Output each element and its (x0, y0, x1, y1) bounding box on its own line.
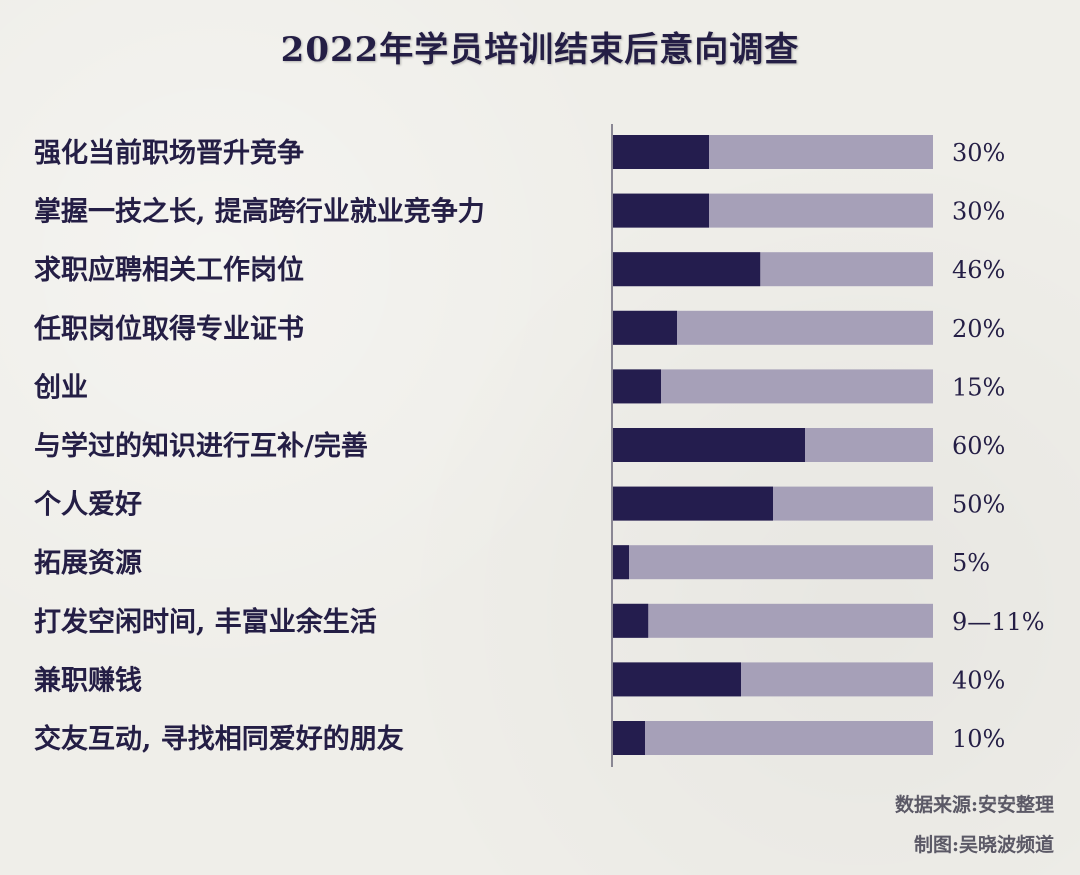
bar-value (613, 135, 709, 169)
data-label: 60% (952, 432, 1005, 460)
category-label: 拓展资源 (34, 548, 142, 579)
bar-value (613, 252, 761, 287)
category-label: 个人爱好 (34, 490, 142, 521)
bar-value (613, 428, 805, 462)
bar-track (613, 369, 933, 404)
chart-title: 2022年学员培训结束后意向调查 (280, 30, 800, 70)
y-axis-line (611, 124, 613, 767)
category-label: 与学过的知识进行互补/完善 (34, 430, 368, 462)
data-source: 数据来源:安安整理 (894, 794, 1054, 816)
category-label: 强化当前职场晋升竞争 (34, 137, 304, 169)
category-label: 求职应聘相关工作岗位 (34, 254, 304, 286)
bar-value (613, 721, 645, 755)
bar-track (613, 721, 933, 755)
category-label: 掌握一技之长, 提高跨行业就业竞争力 (34, 196, 485, 228)
category-label: 打发空闲时间, 丰富业余生活 (34, 606, 377, 638)
category-label: 创业 (33, 372, 88, 403)
data-label: 30% (952, 198, 1005, 226)
data-label: 10% (952, 725, 1005, 753)
data-label: 15% (952, 373, 1005, 401)
bar-track (613, 603, 933, 638)
bar-value (613, 603, 649, 638)
category-label: 交友互动, 寻找相同爱好的朋友 (34, 723, 404, 755)
category-label: 任职岗位取得专业证书 (33, 313, 304, 345)
bar-value (613, 545, 629, 580)
bar-value (613, 369, 661, 404)
bar-value (613, 486, 773, 521)
category-label: 兼职赚钱 (34, 664, 142, 696)
bar-value (613, 310, 677, 345)
data-label: 30% (952, 139, 1005, 167)
data-label: 5% (952, 549, 990, 577)
bar-value (613, 193, 709, 228)
data-label: 40% (952, 666, 1005, 694)
bar-track (613, 545, 933, 580)
bar-value (613, 662, 741, 697)
chart-credit: 制图:吴晓波频道 (913, 834, 1054, 856)
data-label: 50% (952, 491, 1005, 519)
data-label: 46% (952, 256, 1005, 284)
data-label: 9—11% (952, 608, 1045, 636)
data-label: 20% (952, 315, 1005, 343)
